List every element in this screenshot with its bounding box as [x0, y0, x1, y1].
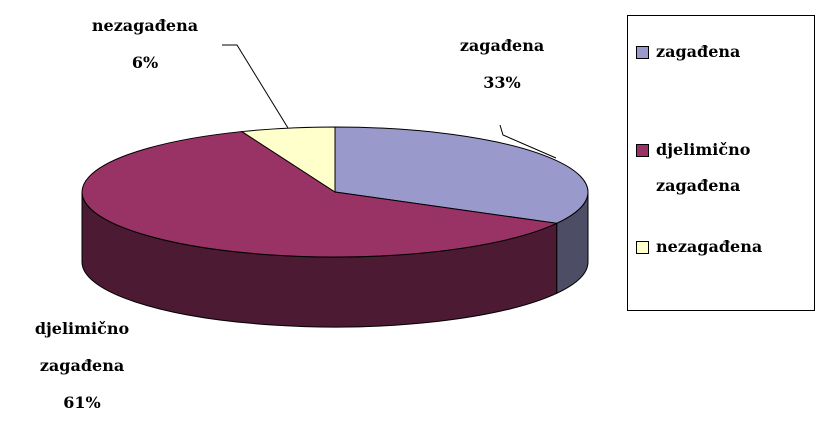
leader-line	[499, 124, 557, 159]
legend-label: nezagađena	[656, 237, 763, 256]
data-label-value: 61%	[63, 393, 101, 412]
pie-slice	[334, 126, 589, 224]
data-label-value: 6%	[131, 53, 159, 72]
data-label-name: zagađena	[459, 36, 545, 55]
legend-label: djelimično zagađena	[656, 140, 751, 195]
legend-swatch	[636, 46, 649, 59]
pie-slice	[81, 131, 559, 258]
data-label-value: 33%	[483, 73, 521, 92]
legend-swatch	[636, 144, 649, 157]
data-label-name: djelimično zagađena	[34, 319, 130, 375]
data-label: djelimično zagađena 61%	[12, 310, 152, 421]
legend-item: zagađena	[636, 34, 811, 70]
data-label: zagađena 33%	[422, 27, 582, 101]
legend: zagađena djelimično zagađena nezagađena	[627, 15, 815, 311]
data-label-name: nezagađena	[91, 16, 199, 35]
legend-swatch	[636, 241, 649, 254]
legend-item: djelimično zagađena	[636, 132, 811, 204]
data-label: nezagađena 6%	[60, 7, 230, 81]
legend-label: zagađena	[656, 42, 741, 61]
leader-line	[222, 44, 289, 129]
legend-item: nezagađena	[636, 229, 811, 265]
